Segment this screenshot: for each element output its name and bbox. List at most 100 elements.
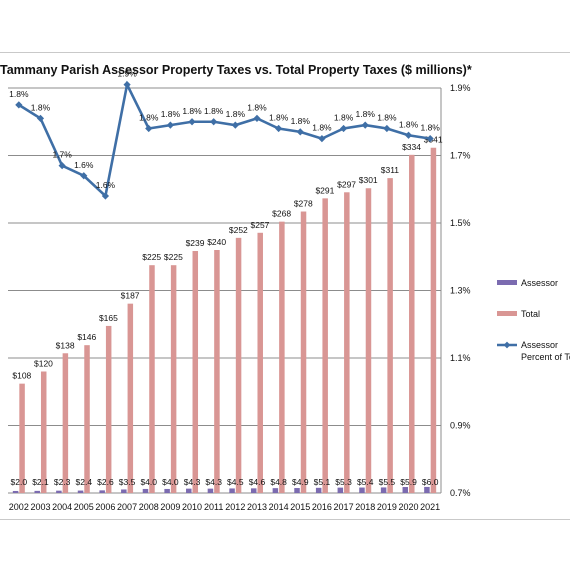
y-axis-right: 0.7% 0.9% 1.1% 1.3% 1.5% 1.7% 1.9%: [450, 83, 471, 498]
total-bar: [19, 383, 25, 493]
total-bar: [192, 251, 199, 493]
percent-label: 1.8%: [182, 106, 202, 116]
percent-label: 1.9%: [117, 69, 137, 79]
x-tick-label: 2019: [377, 502, 397, 512]
assessor-bar: [380, 487, 387, 493]
x-tick-label: 2010: [182, 502, 202, 512]
x-tick-label: 2018: [355, 502, 375, 512]
gridlines: [8, 87, 442, 494]
total-label: $257: [251, 220, 270, 230]
total-bar: [430, 147, 437, 494]
assessor-bar: [359, 487, 365, 493]
total-bar: [214, 250, 220, 493]
assessor-bar: [294, 488, 300, 493]
total-label: $225: [164, 252, 183, 262]
assessor-bar: [315, 487, 322, 493]
total-label: $268: [272, 209, 291, 219]
assessor-bar: [77, 490, 84, 493]
x-tick-label: 2006: [95, 502, 115, 512]
total-label: $225: [142, 252, 161, 262]
percent-label: 1.8%: [9, 89, 29, 99]
legend-swatch-assessor: [497, 280, 517, 285]
assessor-bar: [272, 488, 279, 493]
assessor-bar: [424, 486, 430, 493]
x-tick-label: 2011: [204, 502, 223, 512]
percent-label: 1.8%: [399, 119, 419, 129]
x-tick-label: 2008: [139, 502, 159, 512]
total-bar: [279, 221, 285, 493]
total-label: $291: [315, 185, 334, 195]
x-tick-label: 2004: [52, 502, 72, 512]
percent-label: 1.8%: [291, 116, 311, 126]
x-axis: 2002 2003 2004 2005 2006 2007 2008 2009 2010 2011…: [9, 502, 440, 512]
percent-label: 1.6%: [74, 160, 94, 170]
percent-marker: [383, 124, 391, 133]
percent-marker: [318, 135, 326, 143]
total-bar: [344, 192, 350, 493]
percent-label: 1.7%: [52, 150, 72, 160]
total-bar: [365, 188, 372, 494]
assessor-bar: [402, 487, 409, 493]
assessor-label: $2.1: [32, 477, 49, 487]
total-label: $297: [337, 179, 356, 189]
total-bar: [300, 211, 307, 493]
total-label: $138: [56, 340, 75, 350]
percent-label: 1.8%: [247, 102, 267, 112]
percent-marker: [58, 162, 66, 170]
percent-marker: [253, 114, 261, 122]
percent-marker: [123, 81, 131, 89]
total-label: $278: [294, 199, 313, 209]
y-tick-label: 1.9%: [450, 83, 471, 93]
assessor-bar: [207, 488, 214, 493]
percent-marker: [210, 118, 218, 126]
total-bar: [149, 265, 155, 493]
percent-label: 1.8%: [356, 109, 376, 119]
total-bar: [62, 353, 69, 493]
percent-marker: [426, 135, 434, 143]
percent-label: 1.8%: [312, 123, 332, 133]
x-tick-label: 2014: [269, 502, 289, 512]
x-tick-label: 2012: [225, 502, 245, 512]
assessor-bar: [99, 490, 105, 493]
legend-label-assessor: Assessor: [521, 278, 558, 288]
total-bar: [409, 154, 415, 493]
assessor-label: $5.3: [335, 477, 352, 487]
x-tick-label: 2016: [312, 502, 332, 512]
total-bar: [235, 237, 242, 493]
total-label: $120: [34, 359, 53, 369]
percent-label: 1.8%: [226, 109, 246, 119]
percent-label: 1.8%: [161, 109, 181, 119]
total-label: $240: [207, 237, 226, 247]
assessor-label: $4.3: [205, 477, 222, 487]
assessor-label: $6.0: [422, 477, 439, 487]
assessor-label: $3.5: [119, 477, 136, 487]
assessor-label: $4.0: [140, 477, 157, 487]
x-tick-label: 2007: [117, 502, 137, 512]
percent-marker: [188, 118, 196, 126]
percent-label: 1.8%: [31, 102, 51, 112]
total-label: $341: [424, 135, 443, 145]
percent-series-line: [18, 80, 431, 199]
y-tick-label: 0.7%: [450, 488, 471, 498]
legend-marker-percent: [503, 341, 511, 349]
assessor-bar: [229, 488, 235, 493]
legend: Assessor Total Assessor Percent of To: [497, 278, 570, 362]
percent-marker: [296, 128, 304, 136]
y-tick-label: 1.1%: [450, 353, 471, 363]
total-bar: [127, 303, 134, 493]
assessor-bar: [56, 490, 62, 493]
assessor-bar: [34, 490, 40, 493]
percent-marker: [339, 124, 348, 133]
x-tick-label: 2003: [30, 502, 50, 512]
y-tick-label: 0.9%: [450, 421, 471, 431]
percent-label: 1.6%: [96, 180, 116, 190]
total-bar: [257, 232, 263, 493]
y-tick-label: 1.7%: [450, 151, 471, 161]
percent-marker: [101, 192, 110, 200]
assessor-bar: [121, 489, 127, 493]
assessor-bar: [164, 488, 170, 493]
chart-frame: [0, 52, 570, 520]
x-tick-label: 2020: [399, 502, 419, 512]
total-label: $252: [229, 225, 248, 235]
